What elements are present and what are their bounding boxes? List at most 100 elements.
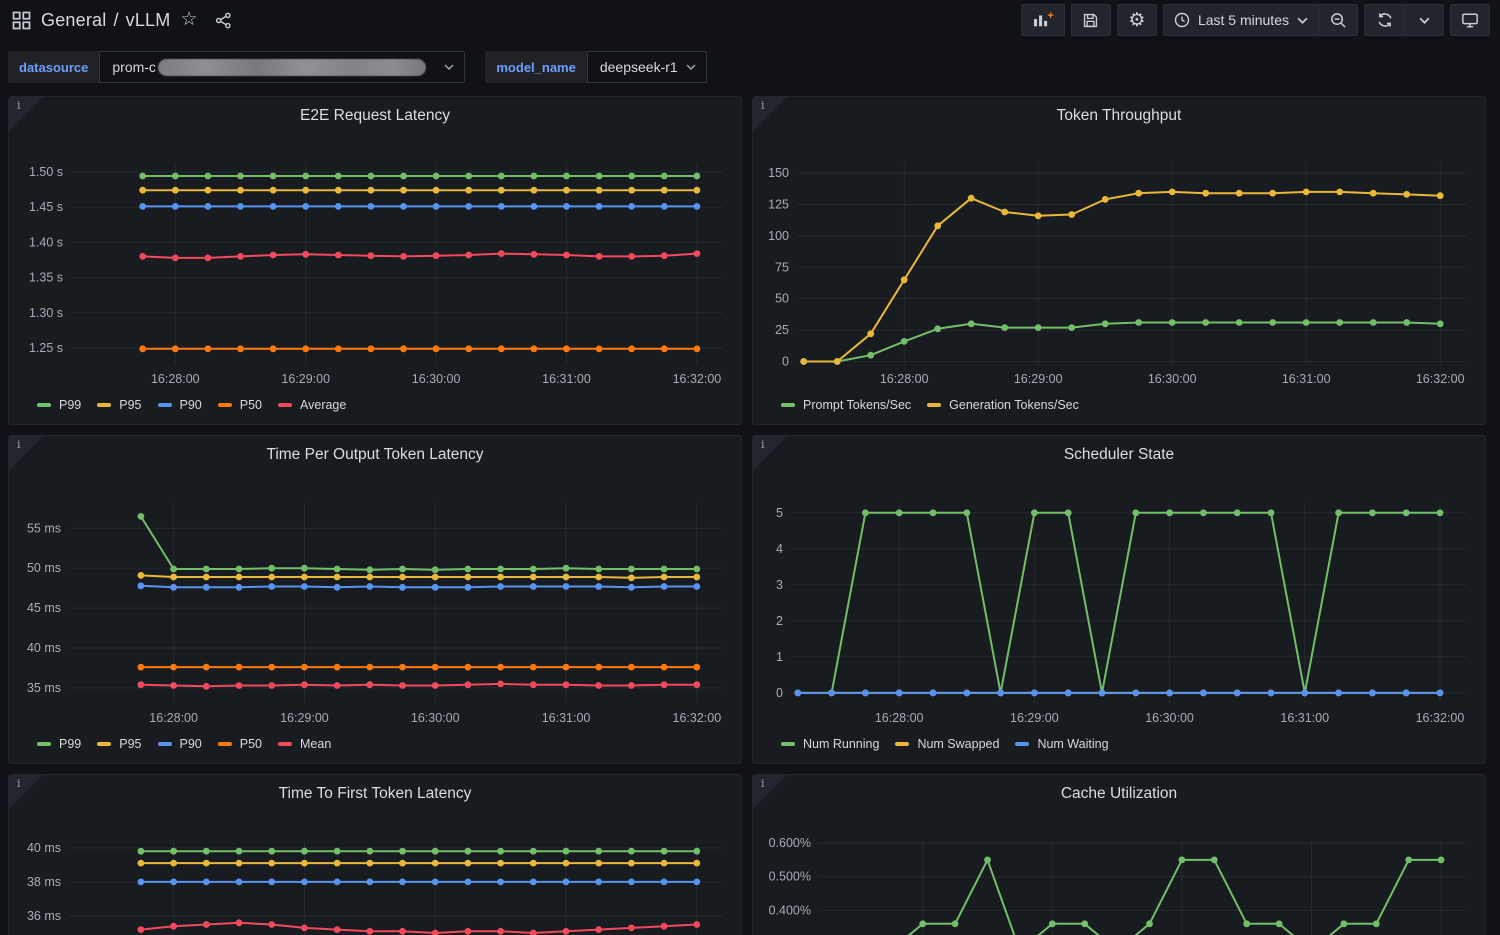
- data-point: [431, 566, 439, 574]
- chart-cache-utilization[interactable]: 16:28:0016:29:0016:30:0016:31:0016:32:00…: [761, 805, 1477, 935]
- legend-item-p90[interactable]: P90: [157, 737, 202, 751]
- svg-text:+: +: [1047, 11, 1053, 22]
- legend-swatch: [278, 742, 292, 746]
- panel-info-corner[interactable]: [753, 97, 787, 131]
- apps-grid-icon[interactable]: [12, 11, 31, 30]
- panel-info-corner[interactable]: [9, 97, 43, 131]
- save-dashboard-button[interactable]: [1070, 4, 1111, 36]
- data-point: [1301, 689, 1309, 697]
- data-point: [1098, 689, 1106, 697]
- data-point: [963, 509, 971, 517]
- data-point: [497, 663, 504, 671]
- legend-item-p95[interactable]: P95: [97, 737, 142, 751]
- data-point: [1001, 208, 1009, 216]
- data-point: [235, 573, 243, 581]
- panel-title-scheduler-state[interactable]: Scheduler State: [1063, 446, 1175, 463]
- time-range-picker[interactable]: Last 5 minutes: [1162, 4, 1318, 36]
- data-point: [400, 203, 407, 210]
- legend-swatch: [217, 403, 232, 407]
- data-point: [1275, 920, 1283, 928]
- x-axis-tick-label: 16:29:00: [1010, 711, 1059, 725]
- y-axis-tick-label: 55 ms: [27, 521, 61, 535]
- data-point: [432, 172, 440, 180]
- legend-item-p99[interactable]: P99: [37, 737, 81, 751]
- legend-item-generation-tokens-sec[interactable]: Generation Tokens/Sec: [927, 398, 1079, 412]
- data-point: [693, 565, 701, 573]
- dashboard-settings-button[interactable]: ⚙: [1116, 4, 1157, 36]
- y-axis-tick-label: 2: [776, 614, 783, 628]
- chevron-down-icon: [1297, 17, 1308, 24]
- star-icon[interactable]: ☆: [180, 8, 198, 30]
- data-point: [1064, 509, 1072, 517]
- breadcrumb-folder[interactable]: General: [41, 9, 107, 30]
- data-point: [562, 859, 570, 867]
- legend-item-p95[interactable]: P95: [97, 398, 142, 412]
- legend-item-mean[interactable]: Mean: [278, 737, 331, 751]
- chart-e2e-request-latency[interactable]: 16:28:00 16:29:00 16:30:00 16:31:00 16:32:00…: [17, 127, 733, 392]
- model-name-variable-select[interactable]: deepseek-r1: [586, 51, 707, 83]
- legend-swatch: [157, 742, 172, 746]
- legend-label: P90: [179, 398, 202, 412]
- variable-datasource: datasource prom-c: [8, 51, 466, 83]
- chart-scheduler-state[interactable]: 16:28:00 16:29:00 16:30:00 16:31:00 16:32:00…: [761, 466, 1477, 731]
- chart-time-to-first-token-latency[interactable]: 16:28:0016:29:0016:30:0016:31:0016:32:00…: [17, 805, 733, 935]
- data-point: [302, 250, 310, 258]
- data-point: [202, 663, 210, 671]
- chart-time-per-output-token-latency[interactable]: 16:28:00 16:29:00 16:30:00 16:31:00 16:32:00…: [17, 466, 733, 731]
- legend-label: Num Waiting: [1037, 737, 1109, 751]
- legend-item-p90[interactable]: P90: [157, 398, 202, 412]
- legend-item-num-waiting[interactable]: Num Waiting: [1015, 737, 1109, 751]
- data-point: [399, 682, 406, 689]
- data-point: [900, 276, 908, 284]
- data-point: [1403, 319, 1411, 326]
- legend-swatch: [97, 403, 112, 407]
- legend-item-num-running[interactable]: Num Running: [781, 737, 879, 751]
- panel-info-corner[interactable]: [753, 436, 787, 470]
- add-panel-button[interactable]: +: [1020, 4, 1065, 36]
- panel-title-time-to-first-token-latency[interactable]: Time To First Token Latency: [278, 785, 472, 802]
- data-point: [301, 878, 308, 886]
- legend-item-p50[interactable]: P50: [217, 398, 262, 412]
- legend-item-num-swapped[interactable]: Num Swapped: [895, 737, 999, 751]
- legend-item-average[interactable]: Average: [278, 398, 346, 412]
- legend-swatch: [37, 742, 51, 746]
- kiosk-mode-button[interactable]: [1450, 4, 1490, 36]
- x-axis-tick-label: 16:29:00: [280, 711, 329, 725]
- data-point: [1403, 191, 1411, 198]
- chart-token-throughput[interactable]: 16:28:00 16:29:00 16:30:00 16:31:00 16:32:00…: [761, 127, 1477, 392]
- data-point: [268, 878, 276, 886]
- data-point: [465, 186, 473, 194]
- panel-info-corner[interactable]: [9, 436, 43, 470]
- share-icon[interactable]: [214, 11, 233, 30]
- data-point: [170, 922, 178, 930]
- data-point: [269, 203, 277, 210]
- chevron-down-icon: [444, 64, 454, 70]
- data-point: [595, 203, 603, 210]
- datasource-variable-select[interactable]: prom-c: [99, 51, 466, 83]
- refresh-dashboard-button[interactable]: [1364, 4, 1404, 36]
- refresh-interval-dropdown[interactable]: [1404, 4, 1444, 36]
- series-line-p95: [139, 574, 698, 579]
- data-point: [660, 186, 668, 194]
- data-point: [660, 681, 668, 689]
- data-point: [562, 573, 570, 581]
- data-point: [464, 927, 472, 935]
- data-point: [1132, 689, 1140, 697]
- legend-item-p99[interactable]: P99: [37, 398, 81, 412]
- legend-item-p50[interactable]: P50: [217, 737, 262, 751]
- legend-item-prompt-tokens-sec[interactable]: Prompt Tokens/Sec: [781, 398, 911, 412]
- panel-title-cache-utilization[interactable]: Cache Utilization: [1060, 785, 1178, 802]
- zoom-out-time-button[interactable]: [1318, 4, 1358, 36]
- data-point: [464, 681, 472, 689]
- data-point: [137, 582, 145, 590]
- data-point: [334, 251, 342, 259]
- panel-title-token-throughput[interactable]: Token Throughput: [1056, 107, 1182, 124]
- data-point: [628, 847, 635, 855]
- panel-info-corner[interactable]: [9, 775, 43, 809]
- data-point: [139, 203, 147, 210]
- x-axis-tick-label: 16:29:00: [281, 372, 330, 386]
- panel-info-corner[interactable]: [753, 775, 787, 809]
- panel-title-time-per-output-token-latency[interactable]: Time Per Output Token Latency: [266, 446, 484, 463]
- data-point: [400, 186, 407, 194]
- panel-title-e2e-request-latency[interactable]: E2E Request Latency: [300, 107, 450, 124]
